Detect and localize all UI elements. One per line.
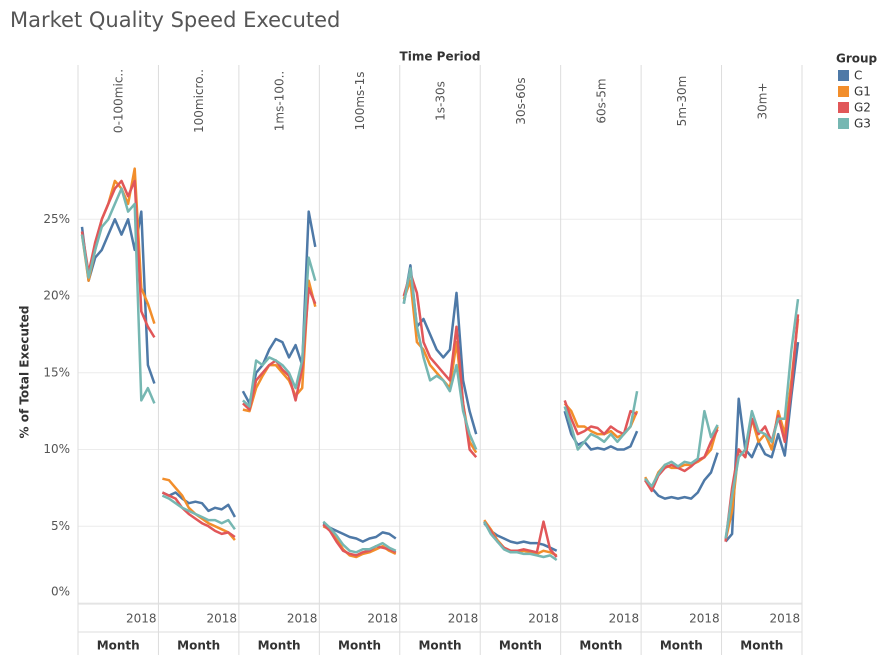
- series-line: [161, 491, 236, 518]
- series-line: [644, 452, 719, 500]
- x-tick-label: 2018: [528, 612, 559, 626]
- legend-swatch: [838, 86, 849, 97]
- x-tick-label: 2018: [287, 612, 318, 626]
- x-axis-title: Month: [418, 639, 461, 653]
- series-line: [644, 428, 719, 493]
- x-axis-title: Month: [258, 639, 301, 653]
- y-tick-label: 5%: [51, 519, 70, 533]
- series-line: [162, 477, 236, 541]
- panel-header: 30m+: [755, 82, 769, 119]
- x-axis-title: Month: [660, 639, 703, 653]
- series-line: [402, 267, 478, 450]
- legend-label: G2: [854, 101, 871, 115]
- legend-swatch: [838, 118, 849, 129]
- legend-label: G3: [854, 117, 871, 131]
- series-line: [483, 522, 558, 552]
- x-tick-label: 2018: [609, 612, 640, 626]
- series-line: [80, 179, 156, 339]
- x-tick-label: 2018: [689, 612, 720, 626]
- x-tick-label: 2018: [448, 612, 479, 626]
- series-line: [724, 341, 800, 543]
- series-line: [161, 491, 236, 539]
- panel-header: 100micro..: [192, 69, 206, 133]
- panel-header: 60s-5m: [594, 78, 608, 123]
- x-tick-label: 2018: [206, 612, 237, 626]
- series-line: [242, 279, 317, 413]
- panel-header: 100ms-1s: [353, 71, 367, 130]
- series-line: [724, 298, 800, 539]
- series-line: [724, 314, 800, 542]
- x-axis-title: Month: [499, 639, 542, 653]
- legend-swatch: [838, 70, 849, 81]
- legend-label: C: [854, 69, 862, 83]
- panel-header: 5m-30m: [675, 76, 689, 127]
- x-tick-label: 2018: [770, 612, 801, 626]
- series-line: [483, 521, 558, 562]
- x-tick-label: 2018: [126, 612, 157, 626]
- panel-header: 1ms-100..: [273, 71, 287, 131]
- series-line: [322, 523, 397, 557]
- y-tick-label: 0%: [51, 585, 70, 599]
- series-line: [322, 520, 397, 554]
- series-line: [80, 187, 156, 404]
- legend-label: G1: [854, 85, 871, 99]
- y-tick-label: 10%: [43, 442, 70, 456]
- series-line: [242, 256, 317, 408]
- x-tick-label: 2018: [367, 612, 398, 626]
- column-header: Time Period: [400, 50, 481, 64]
- panel-header: 0-100mic..: [112, 69, 126, 133]
- series-line: [644, 409, 719, 488]
- panel-header: 30s-60s: [514, 77, 528, 124]
- x-axis-title: Month: [97, 639, 140, 653]
- panel-header: 1s-30s: [434, 81, 448, 121]
- series-line: [80, 210, 156, 384]
- y-tick-label: 20%: [43, 289, 70, 303]
- series-line: [161, 494, 236, 531]
- series-line: [322, 522, 397, 543]
- y-tick-label: 25%: [43, 212, 70, 226]
- legend-swatch: [838, 102, 849, 113]
- y-axis-title: % of Total Executed: [18, 305, 32, 438]
- legend-title: Group: [836, 52, 878, 66]
- x-axis-title: Month: [740, 639, 783, 653]
- series-line: [563, 390, 639, 451]
- chart-title: Market Quality Speed Executed: [10, 8, 340, 32]
- y-tick-label: 15%: [43, 365, 70, 379]
- series-line: [402, 264, 478, 435]
- x-axis-title: Month: [177, 639, 220, 653]
- series-line: [563, 399, 638, 436]
- x-axis-title: Month: [579, 639, 622, 653]
- x-axis-title: Month: [338, 639, 381, 653]
